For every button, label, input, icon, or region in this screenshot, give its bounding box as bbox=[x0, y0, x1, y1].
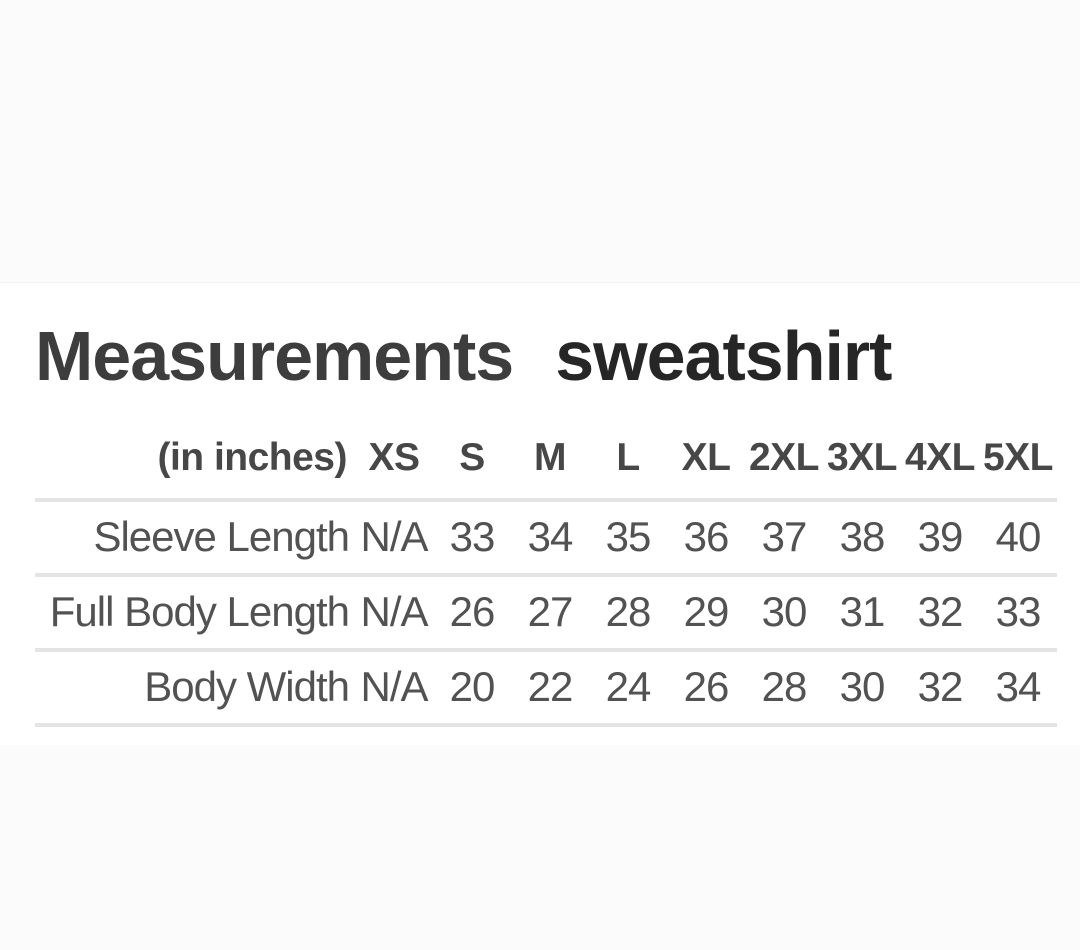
size-header-5xl: 5XL bbox=[982, 435, 1054, 479]
measurement-cell: N/A bbox=[355, 572, 433, 650]
size-header-xs: XS bbox=[368, 435, 420, 479]
size-header-s: S bbox=[459, 435, 485, 479]
measurement-cell: 26 bbox=[667, 647, 745, 727]
size-header-m: M bbox=[534, 435, 567, 479]
size-header-4xl: 4XL bbox=[904, 435, 976, 479]
row-label: Sleeve Length bbox=[35, 497, 355, 575]
size-header-3xl: 3XL bbox=[826, 435, 898, 479]
page-title: Measurements sweatshirt bbox=[35, 317, 1080, 395]
table-row-body-width: Body Width N/A 20 22 24 26 28 30 32 34 bbox=[35, 647, 1057, 727]
measurement-cell: 38 bbox=[823, 497, 901, 575]
size-header-row: (in inches) XS S M L XL 2XL 3XL 4XL 5XL bbox=[35, 424, 1057, 500]
measurement-cell: 28 bbox=[589, 572, 667, 650]
table-row-full-body-length: Full Body Length N/A 26 27 28 29 30 31 3… bbox=[35, 572, 1057, 650]
measurement-cell: 34 bbox=[511, 497, 589, 575]
measurement-cell: 30 bbox=[823, 647, 901, 727]
measurement-cell: 29 bbox=[667, 572, 745, 650]
size-chart-table: (in inches) XS S M L XL 2XL 3XL 4XL 5XL … bbox=[35, 424, 1057, 727]
measurement-cell: 33 bbox=[979, 572, 1057, 650]
unit-label: (in inches) bbox=[157, 435, 347, 479]
title-product-name: sweatshirt bbox=[555, 317, 892, 395]
measurement-cell: 28 bbox=[745, 647, 823, 727]
row-label: Body Width bbox=[35, 647, 355, 727]
page-background-top bbox=[0, 0, 1080, 283]
measurement-cell: 20 bbox=[433, 647, 511, 727]
row-label: Full Body Length bbox=[35, 572, 355, 650]
size-header-2xl: 2XL bbox=[748, 435, 820, 479]
measurement-cell: 31 bbox=[823, 572, 901, 650]
measurement-cell: 37 bbox=[745, 497, 823, 575]
measurement-cell: 24 bbox=[589, 647, 667, 727]
measurement-cell: 39 bbox=[901, 497, 979, 575]
size-header-xl: XL bbox=[681, 435, 731, 479]
table-row-sleeve-length: Sleeve Length N/A 33 34 35 36 37 38 39 4… bbox=[35, 497, 1057, 575]
measurement-cell: 27 bbox=[511, 572, 589, 650]
measurement-cell: N/A bbox=[355, 497, 433, 575]
measurement-cell: 36 bbox=[667, 497, 745, 575]
measurement-cell: 35 bbox=[589, 497, 667, 575]
title-measurements: Measurements bbox=[35, 317, 514, 395]
measurement-cell: 30 bbox=[745, 572, 823, 650]
measurement-cell: 32 bbox=[901, 572, 979, 650]
size-header-l: L bbox=[616, 435, 640, 479]
measurement-cell: 22 bbox=[511, 647, 589, 727]
measurements-card: Measurements sweatshirt (in inches) XS S … bbox=[0, 283, 1080, 745]
measurement-cell: 32 bbox=[901, 647, 979, 727]
measurement-cell: 26 bbox=[433, 572, 511, 650]
measurement-cell: 33 bbox=[433, 497, 511, 575]
measurement-cell: N/A bbox=[355, 647, 433, 727]
measurement-cell: 34 bbox=[979, 647, 1057, 727]
measurement-cell: 40 bbox=[979, 497, 1057, 575]
